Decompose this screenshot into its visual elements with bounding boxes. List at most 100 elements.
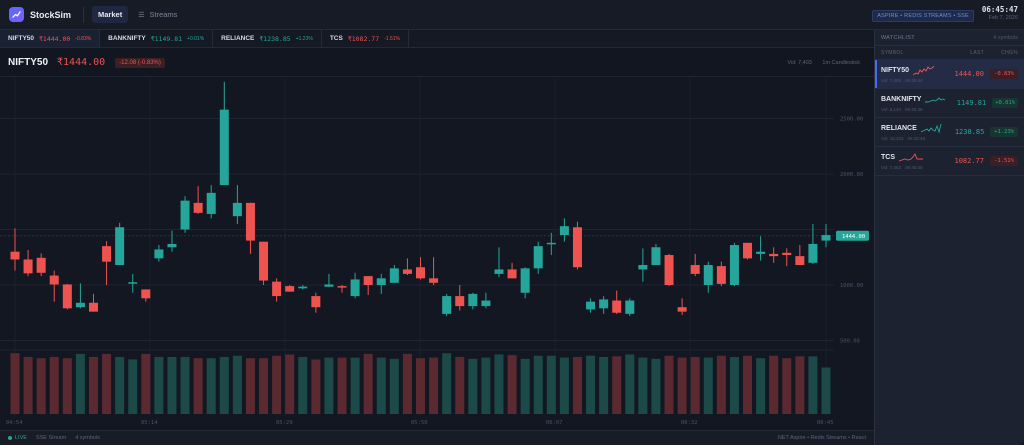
sparkline-icon [899, 152, 923, 161]
candle-body[interactable] [154, 249, 164, 259]
candle-body[interactable] [743, 242, 753, 259]
candle-body[interactable] [651, 247, 661, 266]
candle-body[interactable] [36, 257, 46, 273]
candle-body[interactable] [62, 284, 72, 309]
candle-body[interactable] [821, 235, 831, 241]
candle-body[interactable] [245, 202, 255, 241]
candle-body[interactable] [546, 242, 556, 245]
volume-bar [533, 355, 543, 414]
ticker-item-reliance[interactable]: RELIANCE ₹1238.85 +1.23% [213, 30, 322, 47]
candle-body[interactable] [206, 192, 216, 214]
candle-body[interactable] [638, 265, 648, 270]
candle-body[interactable] [232, 202, 242, 217]
candle-body[interactable] [259, 241, 269, 281]
tab-streams[interactable]: ☰ Streams [132, 6, 183, 23]
volume-bar [468, 358, 478, 414]
candle-body[interactable] [324, 284, 334, 287]
candle-body[interactable] [402, 269, 412, 274]
volume-bar [75, 353, 85, 414]
watchlist-row-nifty50[interactable]: NIFTY50 Vol: 7,403 06:45:44 1444.00 -0.83% [875, 60, 1024, 89]
candle-body[interactable] [455, 296, 465, 307]
x-axis-label: 05:14 [141, 420, 158, 426]
volume-bar [128, 359, 138, 414]
ticker-item-tcs[interactable]: TCS ₹1082.77 -1.51% [322, 30, 409, 47]
chart-canvas[interactable]: 500.00 1000.00 2000.00 2500.00 04:54 05:14 05:… [0, 78, 874, 430]
watchlist-row-tcs[interactable]: TCS Vol: 7,452 06:45:48 1082.77 -1.51% [875, 147, 1024, 176]
volume-bar [259, 358, 269, 414]
candle-body[interactable] [75, 302, 85, 308]
candle-body[interactable] [350, 279, 360, 297]
candle-body[interactable] [533, 246, 543, 269]
candle-body[interactable] [298, 286, 308, 289]
candle-body[interactable] [716, 266, 726, 284]
candle-body[interactable] [363, 276, 373, 285]
watchlist-panel: WATCHLIST 4 symbols SYMBOL LAST CHG% NIF… [874, 30, 1024, 445]
candle-body[interactable] [703, 265, 713, 285]
volume-bar [481, 357, 491, 414]
candle-body[interactable] [193, 202, 203, 213]
candle-body[interactable] [115, 227, 125, 266]
candle-body[interactable] [337, 286, 347, 288]
volume-bar [285, 354, 295, 414]
x-axis-label: 06:07 [546, 420, 563, 426]
watchlist-change-badge: +1.23% [990, 127, 1018, 137]
volume-bar [769, 355, 779, 414]
candle-body[interactable] [782, 252, 792, 256]
candle-body[interactable] [285, 286, 295, 292]
candle-body[interactable] [376, 278, 386, 285]
candle-body[interactable] [677, 307, 687, 312]
watchlist-symbol: RELIANCE [881, 125, 917, 132]
col-symbol: SYMBOL [881, 49, 904, 56]
candle-body[interactable] [559, 226, 569, 236]
candle-body[interactable] [128, 282, 138, 284]
candle-body[interactable] [599, 299, 609, 309]
candle-body[interactable] [769, 253, 779, 257]
candlestick-chart[interactable]: 500.00 1000.00 2000.00 2500.00 04:54 05:14 05:… [0, 78, 874, 430]
watchlist-symbol: NIFTY50 [881, 67, 910, 74]
ticker-price: ₹1238.85 [259, 34, 291, 43]
candle-body[interactable] [442, 296, 452, 314]
ticker-change: -1.51% [384, 35, 400, 42]
candle-body[interactable] [141, 289, 151, 299]
candle-body[interactable] [520, 268, 530, 293]
candle-body[interactable] [102, 246, 112, 262]
candle-body[interactable] [88, 302, 98, 312]
candle-body[interactable] [272, 281, 282, 297]
candle-body[interactable] [10, 251, 20, 260]
top-bar: StockSim Market ☰ Streams ASPIRE • REDIS… [0, 0, 1024, 30]
ticker-price: ₹1149.81 [150, 34, 183, 43]
candle-body[interactable] [795, 256, 805, 266]
candle-body[interactable] [311, 296, 321, 308]
candle-body[interactable] [664, 255, 674, 285]
watchlist-row-banknifty[interactable]: BANKNIFTY Vol: 6,140 06:45:48 1149.81 +0.01% [875, 89, 1024, 118]
candle-body[interactable] [572, 227, 582, 268]
candle-body[interactable] [690, 265, 700, 274]
candle-body[interactable] [219, 109, 229, 186]
candle-body[interactable] [625, 300, 635, 314]
candle-body[interactable] [23, 259, 33, 274]
candle-body[interactable] [389, 268, 399, 283]
candle-body[interactable] [612, 300, 622, 313]
watchlist-change-badge: -0.83% [990, 69, 1018, 79]
candle-body[interactable] [416, 267, 425, 279]
candle-body[interactable] [429, 278, 439, 283]
volume-bar [350, 357, 360, 414]
candle-body[interactable] [507, 269, 517, 279]
app-logo[interactable]: StockSim [9, 7, 71, 22]
candle-body[interactable] [468, 293, 478, 307]
candle-body[interactable] [167, 243, 177, 248]
candle-body[interactable] [729, 245, 739, 285]
tab-market[interactable]: Market [92, 6, 129, 23]
candle-body[interactable] [756, 251, 766, 254]
chart-volume: Vol: 7,403 [787, 59, 812, 66]
watchlist-row-reliance[interactable]: RELIANCE Vol: 16,203 06:45:48 1238.85 +1.23% [875, 118, 1024, 147]
ticker-item-nifty50[interactable]: NIFTY50 ₹1444.00 -0.83% [0, 30, 101, 47]
live-indicator-icon [8, 436, 12, 440]
candle-body[interactable] [180, 200, 190, 230]
candle-body[interactable] [481, 300, 491, 307]
candle-body[interactable] [494, 269, 504, 274]
candle-body[interactable] [49, 275, 59, 285]
ticker-item-banknifty[interactable]: BANKNIFTY ₹1149.81 +0.01% [100, 30, 214, 47]
candle-body[interactable] [586, 301, 596, 310]
candle-body[interactable] [808, 243, 818, 263]
